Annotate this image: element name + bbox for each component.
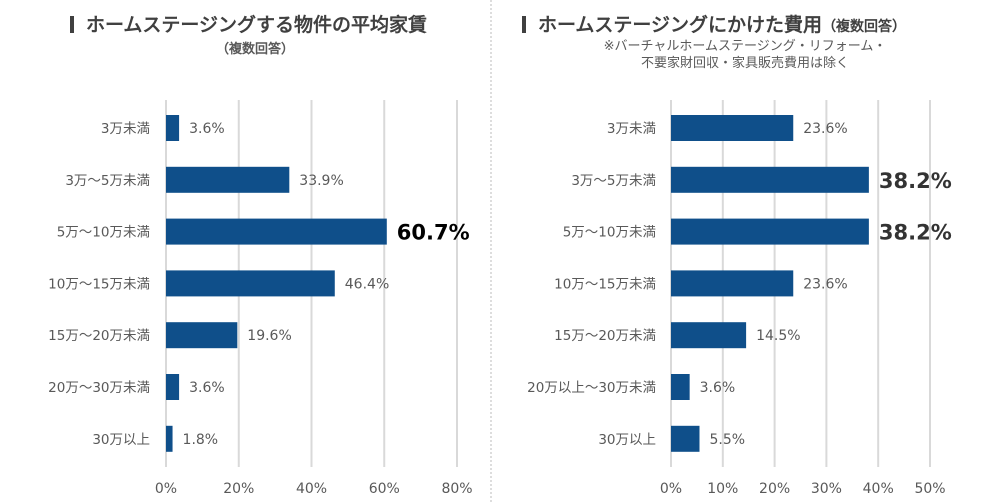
category-label: 30万以上 (598, 432, 656, 448)
bar (166, 425, 173, 452)
bar (166, 374, 180, 400)
right-chart-title: ホームステージングにかけた費用（複数回答） (522, 10, 906, 37)
category-label: 20万〜30万未満 (48, 380, 150, 396)
bar (671, 425, 700, 452)
category-label: 5万〜10万未満 (57, 225, 150, 241)
category-label: 3万未満 (607, 121, 656, 137)
x-tick-label: 30% (811, 481, 842, 497)
left-title-text: ホームステージングする物件の平均家賃 (86, 14, 428, 36)
bar (166, 270, 335, 297)
category-label: 3万未満 (101, 121, 150, 137)
left-chart-subtitle: （複数回答） (216, 42, 295, 57)
value-label: 46.4% (345, 276, 389, 292)
left-bar-chart: 0% 20% 40% 60% 80% 3万未満 3.6% 3万〜5万未満 33.9% 5万〜10万… (48, 100, 473, 497)
x-tick-label: 50% (914, 481, 945, 497)
right-chart-panel: ホームステージングにかけた費用（複数回答） ※バーチャルホームステージング・リフ… (492, 0, 984, 502)
bar (671, 270, 794, 297)
x-tick-label: 20% (223, 481, 254, 497)
value-label: 19.6% (247, 328, 291, 344)
value-label: 1.8% (183, 432, 219, 448)
value-label: 60.7% (397, 221, 470, 245)
right-title-text: ホームステージングにかけた費用 (538, 14, 823, 36)
category-label: 10万〜15万未満 (48, 276, 150, 292)
right-chart-note: ※バーチャルホームステージング・リフォーム・ 不要家財回収・家具販売費用は除く (580, 38, 910, 72)
value-label: 3.6% (189, 121, 225, 137)
category-label: 3万〜5万未満 (571, 173, 656, 189)
value-label: 3.6% (700, 380, 736, 396)
right-bar-chart: 0% 10% 20% 30% 40% 50% 3万未満 23.6% 3万〜5万未満 38.2% 5万… (527, 100, 952, 497)
category-label: 10万〜15万未満 (554, 276, 656, 292)
value-label: 23.6% (803, 121, 847, 137)
left-chart-title: ホームステージングする物件の平均家賃 (70, 10, 427, 37)
x-tick-label: 10% (707, 481, 738, 497)
category-label: 20万以上〜30万未満 (527, 380, 656, 396)
bar (166, 322, 238, 349)
note-line-2: 不要家財回収・家具販売費用は除く (640, 56, 849, 71)
x-tick-label: 60% (369, 481, 400, 497)
value-label: 38.2% (879, 221, 952, 245)
value-label: 23.6% (803, 276, 847, 292)
x-tick-label: 40% (863, 481, 894, 497)
x-tick-label: 40% (296, 481, 327, 497)
title-bar-mark (522, 16, 526, 33)
bar (671, 322, 747, 349)
value-label: 14.5% (756, 328, 800, 344)
bar (166, 218, 387, 245)
category-label: 3万〜5万未満 (65, 173, 150, 189)
bar (671, 218, 869, 245)
category-label: 30万以上 (92, 432, 150, 448)
x-tick-label: 80% (441, 481, 472, 497)
category-label: 5万〜10万未満 (563, 225, 656, 241)
x-tick-label: 20% (759, 481, 790, 497)
x-tick-label: 0% (660, 481, 682, 497)
bar (671, 374, 690, 400)
bar (166, 115, 180, 141)
category-label: 15万〜20万未満 (554, 328, 656, 344)
right-title-suffix: （複数回答） (822, 19, 907, 35)
bar (671, 166, 869, 193)
panel-divider (490, 0, 492, 502)
value-label: 5.5% (709, 432, 745, 448)
left-chart-panel: ホームステージングする物件の平均家賃 （複数回答） 0% 20% 40% 60% 80%… (0, 0, 490, 502)
value-label: 3.6% (189, 380, 225, 396)
x-tick-label: 0% (155, 481, 177, 497)
title-bar-mark (70, 16, 74, 33)
bar (671, 115, 794, 141)
value-label: 38.2% (879, 169, 952, 193)
note-line-1: ※バーチャルホームステージング・リフォーム・ (603, 39, 887, 54)
value-label: 33.9% (299, 173, 343, 189)
category-label: 15万〜20万未満 (48, 328, 150, 344)
bar (166, 166, 290, 193)
